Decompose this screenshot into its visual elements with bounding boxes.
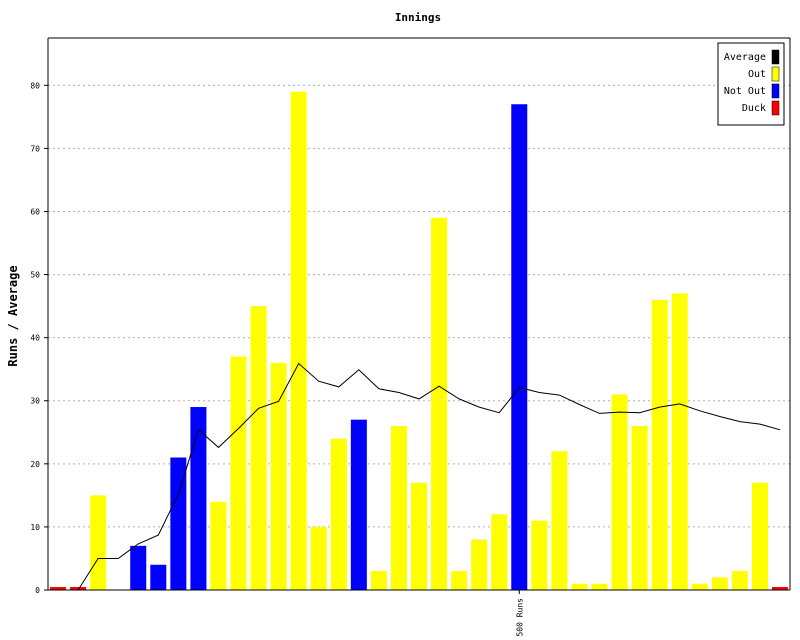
out-bar — [711, 577, 728, 590]
not-out-bar — [170, 457, 187, 590]
y-tick-label: 80 — [30, 81, 40, 90]
legend-label-notout: Not Out — [724, 86, 766, 97]
y-tick-label: 70 — [30, 144, 40, 153]
out-bar — [631, 425, 648, 590]
out-bar — [751, 482, 768, 590]
y-axis-label: Runs / Average — [6, 265, 20, 366]
x-annotations: 500 Runs — [515, 590, 524, 637]
axes — [47, 37, 791, 591]
legend-swatch-notout — [771, 83, 780, 99]
bars — [50, 91, 788, 591]
y-axis-ticks: 0 10 20 30 40 50 60 70 80 — [30, 81, 48, 595]
out-bar — [671, 293, 688, 590]
duck-bar — [50, 587, 67, 590]
duck-bar — [70, 587, 87, 590]
out-bar — [210, 501, 227, 590]
out-bar — [90, 495, 107, 590]
y-tick-label: 30 — [30, 397, 40, 406]
out-bar — [411, 482, 427, 590]
out-bar — [431, 217, 448, 590]
not-out-bar — [150, 564, 167, 590]
out-bar — [731, 571, 748, 590]
out-bar — [691, 583, 708, 590]
out-bar — [390, 425, 407, 590]
out-bar — [250, 306, 267, 590]
legend: Average Out Not Out Duck — [717, 42, 785, 126]
not-out-bar — [190, 407, 207, 590]
y-tick-label: 50 — [30, 271, 40, 280]
y-tick-label: 20 — [30, 460, 40, 469]
legend-label-out: Out — [748, 69, 766, 80]
out-bar — [571, 583, 588, 590]
duck-bar — [771, 587, 788, 590]
chart-title: Innings — [395, 11, 441, 24]
y-tick-label: 0 — [35, 586, 40, 595]
out-bar — [270, 362, 287, 590]
y-tick-label: 10 — [30, 523, 40, 532]
out-bar — [471, 539, 488, 590]
out-bar — [330, 438, 347, 590]
legend-label-average: Average — [724, 52, 766, 63]
out-bar — [651, 299, 668, 590]
legend-label-duck: Duck — [742, 103, 766, 114]
out-bar — [491, 514, 508, 590]
out-bar — [551, 451, 568, 590]
out-bar — [611, 394, 628, 590]
average-line-group — [58, 362, 781, 591]
out-bar — [451, 571, 468, 590]
x-annotation-label: 500 Runs — [515, 598, 524, 637]
not-out-bar — [350, 419, 367, 590]
y-tick-label: 60 — [30, 207, 40, 216]
not-out-bar — [130, 545, 147, 590]
average-line — [58, 362, 781, 591]
not-out-bar — [511, 104, 528, 591]
out-bar — [310, 526, 327, 590]
out-bar — [290, 91, 307, 590]
legend-swatch-duck — [771, 100, 780, 116]
legend-swatch-average — [771, 49, 780, 65]
out-bar — [230, 356, 247, 590]
out-bar — [531, 520, 548, 590]
y-tick-label: 40 — [30, 334, 40, 343]
legend-swatch-out — [771, 66, 780, 82]
out-bar — [370, 571, 387, 590]
out-bar — [591, 583, 608, 590]
